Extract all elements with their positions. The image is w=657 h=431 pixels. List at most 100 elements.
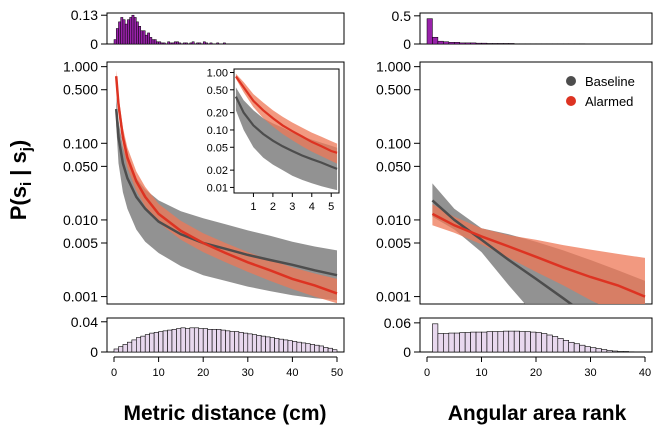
y-tick-label: 0.100 bbox=[63, 135, 98, 151]
bottom-histogram-bar bbox=[332, 349, 338, 353]
bottom-histogram-bar bbox=[524, 331, 531, 353]
main-plot-area bbox=[431, 183, 646, 304]
bottom-histogram-bar bbox=[453, 332, 460, 353]
bottom-histogram-bar bbox=[113, 348, 119, 353]
top-histogram-bar bbox=[118, 21, 121, 45]
bottom-histogram-bar bbox=[144, 334, 150, 353]
top-histogram-bar bbox=[158, 41, 162, 45]
y-axis-title-close: ) bbox=[6, 140, 31, 147]
top-histogram-bar bbox=[492, 43, 499, 45]
bottom-histogram-bar bbox=[502, 330, 510, 353]
inset-x-tick-label: 3 bbox=[289, 201, 295, 213]
bottom-histogram-bar bbox=[251, 334, 258, 353]
x-tick-label: 0 bbox=[424, 367, 430, 379]
bottom-histogram-bar bbox=[118, 346, 124, 353]
top-histogram-bar bbox=[162, 42, 166, 45]
top-histogram-bar bbox=[182, 42, 186, 45]
y-tick-label: 0.001 bbox=[63, 289, 98, 305]
x-tick-label: 40 bbox=[639, 367, 651, 379]
bottom-histogram-bar bbox=[318, 345, 324, 353]
top-histogram-bar bbox=[176, 41, 179, 45]
bottom-histogram-bar bbox=[171, 329, 177, 353]
x-tick-label: 0 bbox=[111, 367, 117, 379]
top-histogram-bar bbox=[503, 43, 509, 45]
bottom-histogram-bar bbox=[513, 330, 520, 353]
bottom-histogram-bar bbox=[611, 350, 619, 353]
bottom-histogram-bar bbox=[486, 331, 493, 353]
bottom-histogram-bar bbox=[238, 332, 244, 353]
top-histogram-bar bbox=[497, 43, 504, 45]
bottom-histogram-bar bbox=[216, 329, 222, 353]
top-histogram-bar bbox=[122, 19, 126, 45]
bottom-histogram-bar bbox=[437, 333, 444, 353]
top-histogram-bar bbox=[196, 42, 199, 45]
bottom-histogram-bar bbox=[492, 331, 499, 353]
bottom-histogram-bar bbox=[198, 328, 204, 353]
inset-x-tick-label: 4 bbox=[309, 201, 315, 213]
bottom-hist-y-tick-label: 0 bbox=[90, 344, 98, 360]
y-axis-title-p: P(s bbox=[6, 186, 31, 220]
bottom-histogram-bar bbox=[562, 340, 569, 353]
bottom-histogram-bar bbox=[193, 327, 200, 353]
y-tick-label: 0.005 bbox=[63, 235, 98, 251]
bottom-histogram-bar bbox=[590, 347, 597, 353]
bottom-histogram-bar bbox=[189, 327, 195, 353]
bottom-histogram-bar bbox=[127, 341, 133, 353]
bottom-histogram-bar bbox=[153, 332, 159, 353]
inset-x-tick-label: 2 bbox=[270, 201, 276, 213]
main-plot-area bbox=[114, 70, 338, 304]
top-histogram-bar bbox=[147, 32, 150, 45]
y-axis-title-sub-i: i bbox=[18, 182, 35, 186]
bottom-histogram-bar bbox=[274, 338, 280, 353]
bottom-histogram-bar bbox=[519, 331, 526, 353]
inset-plot-area bbox=[234, 73, 338, 191]
bottom-histogram-bar bbox=[211, 329, 217, 353]
inset-y-tick-label: 0.05 bbox=[207, 142, 228, 154]
top-histogram-bar bbox=[142, 30, 146, 45]
y-axis-title-sub-j: j bbox=[18, 147, 35, 152]
top-hist-y-tick-label: 0 bbox=[403, 36, 411, 52]
bottom-histogram-bar bbox=[552, 336, 559, 353]
bottom-histogram-bar bbox=[167, 329, 173, 353]
bottom-histogram-bar bbox=[541, 333, 548, 353]
bottom-histogram-bar bbox=[256, 335, 262, 353]
top-histogram-bar bbox=[508, 43, 515, 45]
y-tick-label: 1.000 bbox=[63, 59, 98, 75]
top-histogram-bar bbox=[140, 30, 144, 45]
y-axis-title: P(si | sj) bbox=[6, 140, 35, 221]
bottom-histogram-bar bbox=[234, 331, 240, 353]
bottom-histogram-bar bbox=[301, 342, 307, 353]
bottom-histogram-bar bbox=[176, 328, 182, 353]
bottom-histogram-bar bbox=[323, 347, 329, 353]
top-histogram-bar bbox=[169, 42, 173, 45]
inset-band-baseline bbox=[235, 87, 338, 191]
bottom-histogram-bar bbox=[568, 341, 575, 353]
bottom-histogram-bar bbox=[149, 332, 155, 353]
top-histogram-bar bbox=[171, 42, 175, 45]
inset-y-tick-label: 0.10 bbox=[207, 125, 228, 137]
x-tick-label: 30 bbox=[584, 367, 596, 379]
bottom-hist-y-tick-label: 0.06 bbox=[384, 315, 411, 331]
bottom-histogram-bar bbox=[131, 339, 137, 353]
bottom-histogram-bar bbox=[327, 347, 333, 353]
y-tick-label: 0.500 bbox=[63, 82, 98, 98]
confidence-band-alarmed bbox=[432, 204, 645, 304]
top-histogram-bar bbox=[138, 26, 142, 45]
x-tick-label: 20 bbox=[530, 367, 542, 379]
y-tick-label: 0.010 bbox=[376, 212, 411, 228]
bottom-histogram-bar bbox=[247, 333, 253, 353]
top-histogram-bar bbox=[448, 42, 455, 45]
x-tick-label: 50 bbox=[331, 367, 343, 379]
bottom-histogram-bar bbox=[225, 330, 231, 353]
bottom-histogram-bar bbox=[180, 327, 186, 353]
inset-x-tick-label: 5 bbox=[328, 201, 334, 213]
bottom-histogram-bar bbox=[314, 344, 320, 353]
top-histogram-bar bbox=[133, 17, 137, 45]
top-histogram-bar bbox=[454, 42, 460, 45]
left-panel-group: 1.0000.5000.1000.0500.0100.0050.00100.13… bbox=[63, 7, 345, 379]
top-histogram-bar bbox=[443, 41, 450, 45]
legend-label-baseline: Baseline bbox=[585, 74, 635, 89]
top-histogram-bar bbox=[486, 43, 493, 45]
x-tick-label: 40 bbox=[286, 367, 298, 379]
bottom-histogram-bar bbox=[606, 350, 613, 353]
